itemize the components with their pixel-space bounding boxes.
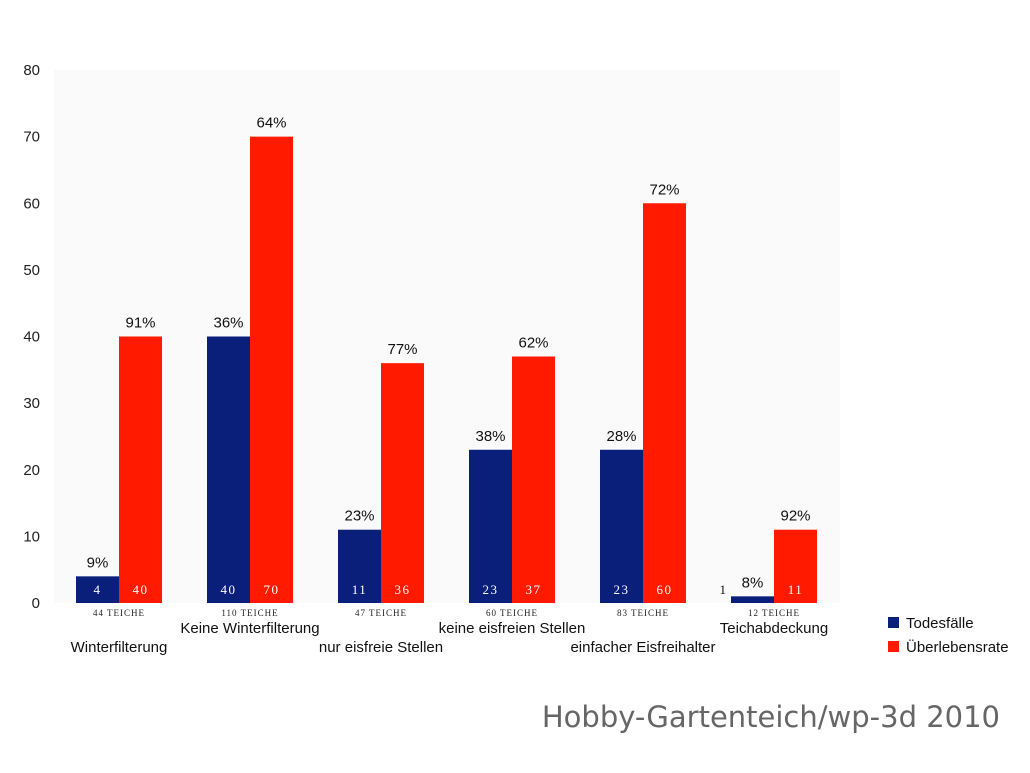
plot-area: [54, 70, 840, 603]
percent-label: 77%: [387, 341, 417, 358]
y-tick-label: 30: [23, 395, 40, 412]
legend-swatch: [888, 641, 899, 652]
category-label: Keine Winterfilterung: [180, 620, 319, 637]
pond-count-label: 83 TEICHE: [617, 608, 669, 618]
bar: [207, 336, 250, 603]
percent-label: 91%: [125, 315, 155, 332]
bar-labels: 9% 4 91% 40 36% 40 64% 70 23% 11 77% 36 38% 23 62% 37 28…: [87, 115, 811, 597]
bar: [469, 449, 512, 603]
pond-count-label: 44 TEICHE: [93, 608, 145, 618]
percent-label: 62%: [518, 334, 548, 351]
percent-label: 23%: [344, 508, 374, 525]
bar: [381, 363, 424, 603]
percent-label: 28%: [606, 428, 636, 445]
pond-count-label: 60 TEICHE: [486, 608, 538, 618]
legend-swatch: [888, 617, 899, 628]
value-label: 11: [788, 582, 804, 597]
bars: [76, 136, 817, 603]
percent-label: 36%: [213, 315, 243, 332]
legend-label: Todesfälle: [906, 615, 974, 632]
legend-label: Überlebensrate: [906, 638, 1009, 656]
percent-label: 9%: [87, 554, 109, 571]
value-label: 37: [526, 582, 542, 597]
bar: [600, 449, 643, 603]
category-label: Teichabdeckung: [720, 620, 828, 637]
value-label: 60: [657, 582, 673, 597]
bar: [512, 356, 555, 603]
y-tick-label: 50: [23, 262, 40, 279]
y-tick-label: 20: [23, 462, 40, 479]
y-tick-label: 0: [32, 595, 40, 612]
value-label: 23: [483, 582, 499, 597]
y-tick-label: 80: [23, 62, 40, 79]
category-label: einfacher Eisfreihalter: [570, 639, 715, 656]
y-tick-label: 10: [23, 528, 40, 545]
bar: [731, 596, 774, 603]
percent-label: 8%: [742, 574, 764, 591]
percent-label: 64%: [256, 115, 286, 132]
category-label: nur eisfreie Stellen: [319, 639, 443, 656]
value-label: 70: [264, 582, 280, 597]
x-axis: 44 TEICHE Winterfilterung 110 TEICHE Keine …: [71, 608, 829, 656]
percent-label: 72%: [649, 181, 679, 198]
bar: [774, 529, 817, 603]
credit-text: Hobby-Gartenteich/wp-3d 2010: [542, 700, 1000, 734]
value-label: 36: [395, 582, 411, 597]
bar: [76, 576, 119, 603]
y-axis: 0 10 20 30 40 50 60 70 80: [23, 62, 40, 612]
bar: [119, 336, 162, 603]
value-label: 40: [221, 582, 237, 597]
percent-label: 92%: [780, 508, 810, 525]
value-label: 1: [720, 582, 727, 597]
category-label: keine eisfreien Stellen: [439, 620, 586, 637]
category-label: Winterfilterung: [71, 639, 168, 656]
value-label: 40: [133, 582, 149, 597]
pond-count-label: 12 TEICHE: [748, 608, 800, 618]
value-label: 4: [94, 582, 102, 597]
value-label: 23: [614, 582, 630, 597]
bar: [338, 529, 381, 603]
legend: Todesfälle Überlebensrate: [888, 615, 1009, 656]
y-tick-label: 70: [23, 129, 40, 146]
y-tick-label: 60: [23, 195, 40, 212]
percent-label: 38%: [475, 428, 505, 445]
bar: [250, 136, 293, 603]
value-label: 11: [352, 582, 368, 597]
y-tick-label: 40: [23, 329, 40, 346]
pond-count-label: 47 TEICHE: [355, 608, 407, 618]
bar: [643, 203, 686, 603]
pond-count-label: 110 TEICHE: [221, 608, 278, 618]
